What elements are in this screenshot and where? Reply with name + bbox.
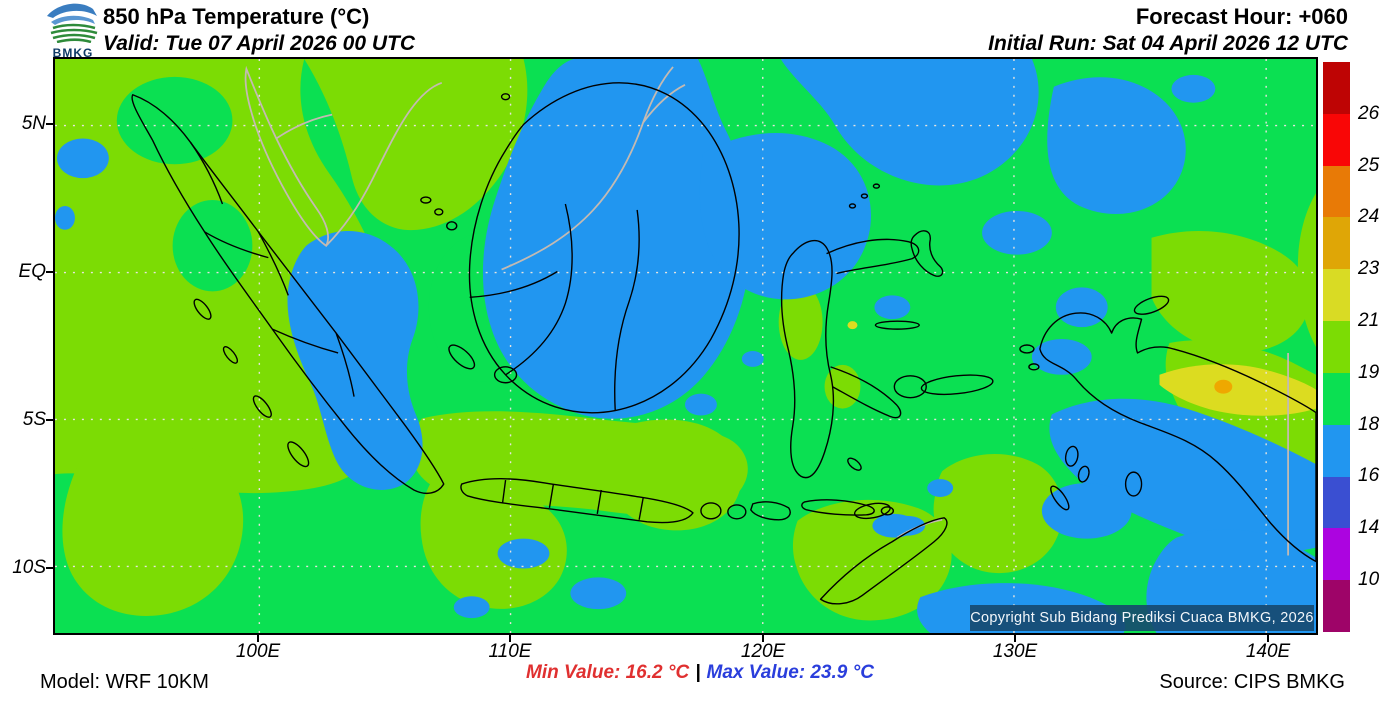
map-frame: Copyright Sub Bidang Prediksi Cuaca BMKG… <box>53 57 1318 635</box>
lat-label-eq: EQ <box>18 261 46 282</box>
colorbar-segment <box>1323 372 1350 425</box>
min-value: Min Value: 16.2 °C <box>526 662 690 683</box>
lon-label-100e: 100E <box>235 641 281 662</box>
temperature-fill-warm <box>847 321 1316 416</box>
lat-tick <box>46 123 53 125</box>
colorbar-label: 10 <box>1358 569 1380 590</box>
bmkg-logo-label: BMKG <box>52 46 94 60</box>
lat-label-10s: 10S <box>12 557 46 578</box>
colorbar-segment <box>1323 62 1350 114</box>
colorbar-label: 23 <box>1358 258 1380 279</box>
colorbar-label: 21 <box>1358 310 1380 331</box>
colorbar-segment <box>1323 321 1350 373</box>
lat-tick <box>46 419 53 421</box>
coastlines <box>131 82 1316 605</box>
colorbar-segment <box>1323 580 1350 632</box>
colorbar-label: 16 <box>1358 465 1380 486</box>
colorbar-label: 18 <box>1358 414 1380 435</box>
colorbar-label: 14 <box>1358 517 1380 538</box>
lon-label-130e: 130E <box>992 641 1038 662</box>
copyright-overlay: Copyright Sub Bidang Prediksi Cuaca BMKG… <box>970 605 1314 631</box>
lon-label-110e: 110E <box>488 641 532 662</box>
colorbar-label: 26 <box>1358 103 1380 124</box>
colorbar-segment <box>1323 528 1350 581</box>
lon-label-120e: 120E <box>740 641 786 662</box>
bmkg-logo-icon <box>47 3 98 44</box>
temperature-map-canvas <box>55 59 1316 633</box>
colorbar-segment <box>1323 217 1350 270</box>
temperature-colorbar <box>1323 62 1350 632</box>
graticule-gridlines <box>55 59 1316 633</box>
lon-tick <box>1014 635 1016 642</box>
colorbar-label: 25 <box>1358 155 1380 176</box>
colorbar-label: 24 <box>1358 206 1380 227</box>
lat-label-5s: 5S <box>22 409 46 430</box>
foreign-borders <box>244 65 1289 556</box>
colorbar-segment <box>1323 269 1350 322</box>
lat-tick <box>46 567 53 569</box>
bmkg-logo: BMKG <box>44 1 102 60</box>
min-max-separator: | <box>695 662 701 683</box>
min-max-values: Min Value: 16.2 °C | Max Value: 23.9 °C <box>420 662 980 684</box>
colorbar-segment <box>1323 424 1350 477</box>
source-label: Source: CIPS BMKG <box>1159 671 1345 693</box>
colorbar-segment <box>1323 476 1350 529</box>
lon-tick <box>509 635 511 642</box>
colorbar-label: 19 <box>1358 362 1380 383</box>
page-title: 850 hPa Temperature (°C) <box>103 4 370 29</box>
lon-tick <box>257 635 259 642</box>
lon-tick <box>1267 635 1269 642</box>
lat-label-5n: 5N <box>21 113 46 134</box>
forecast-hour: Forecast Hour: +060 <box>1135 4 1348 29</box>
lon-label-140e: 140E <box>1245 641 1291 662</box>
lat-tick <box>46 271 53 273</box>
valid-time: Valid: Tue 07 April 2026 00 UTC <box>103 32 416 55</box>
lon-tick <box>762 635 764 642</box>
colorbar-segment <box>1323 165 1350 218</box>
initial-run: Initial Run: Sat 04 April 2026 12 UTC <box>988 32 1348 55</box>
max-value: Max Value: 23.9 °C <box>706 662 874 683</box>
colorbar-segment <box>1323 113 1350 166</box>
model-label: Model: WRF 10KM <box>40 671 209 693</box>
